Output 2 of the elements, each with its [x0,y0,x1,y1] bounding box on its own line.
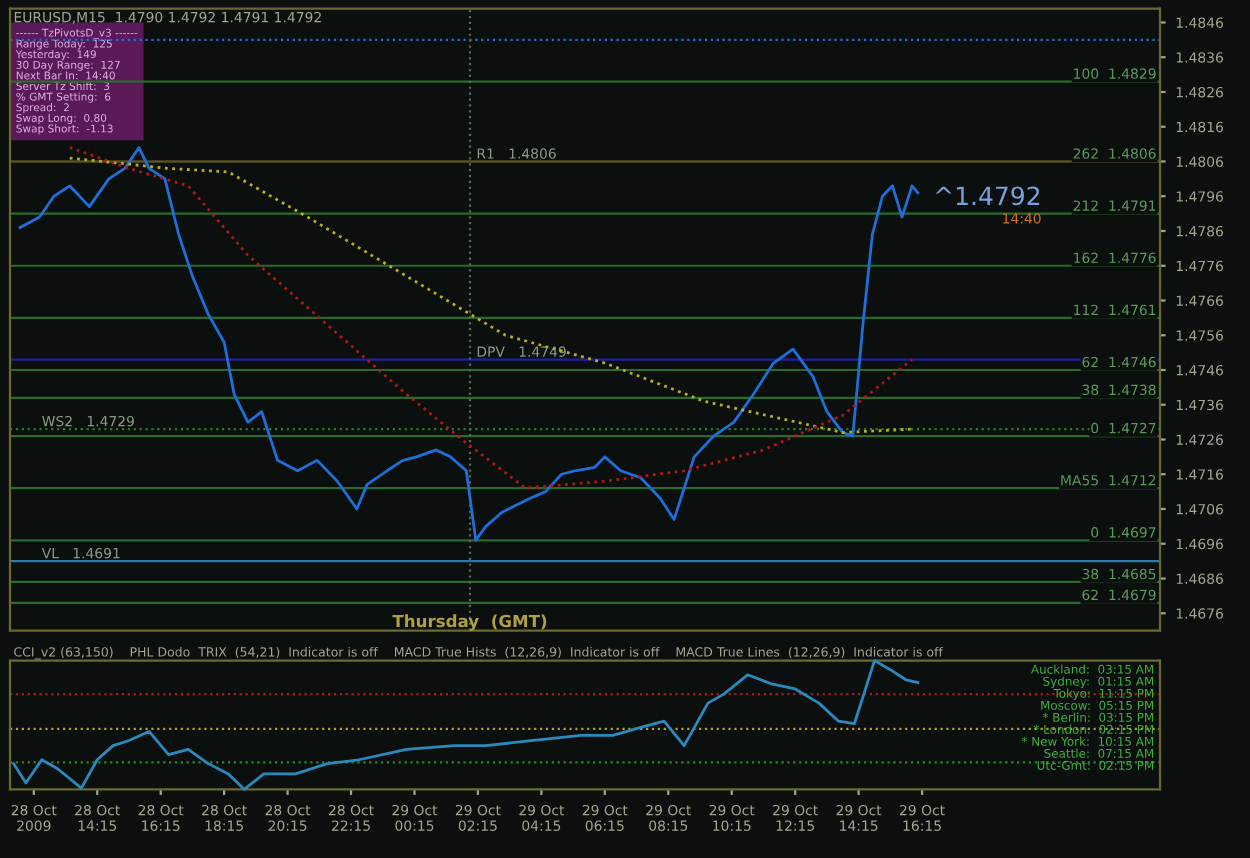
ref-line-label: Thursday (GMT) [392,614,547,631]
annotation: ^1.4792 [935,186,1040,206]
